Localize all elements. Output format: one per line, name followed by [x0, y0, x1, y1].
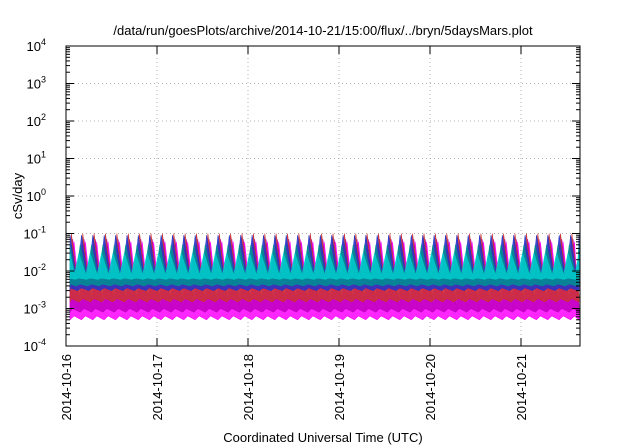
x-tick-label: 2014-10-20 [423, 354, 438, 421]
x-tick-label: 2014-10-17 [150, 354, 165, 421]
y-tick-label: 102 [27, 112, 46, 129]
y-tick-label: 101 [27, 150, 46, 167]
x-tick-label: 2014-10-16 [59, 354, 74, 421]
series-group [69, 233, 580, 321]
y-tick-labels: 104 103 102 101 100 10-1 10-2 10-3 10-4 [24, 37, 46, 354]
plot-border [65, 45, 581, 347]
y-tick-label: 10-1 [24, 225, 46, 242]
y-axis-label: cSv/day [10, 172, 25, 219]
y-tick-label: 103 [27, 75, 46, 92]
x-axis-label: Coordinated Universal Time (UTC) [223, 430, 422, 445]
x-tick-label: 2014-10-18 [241, 354, 256, 421]
y-tick-label: 100 [27, 187, 46, 204]
x-tick-label: 2014-10-19 [332, 354, 347, 421]
y-tick-label: 104 [27, 37, 46, 54]
series-band [69, 253, 580, 280]
y-tick-label: 10-4 [24, 337, 46, 354]
chart-title: /data/run/goesPlots/archive/2014-10-21/1… [113, 23, 533, 38]
y-tick-label: 10-3 [24, 300, 46, 317]
x-tick-label: 2014-10-21 [514, 354, 529, 421]
ticks [65, 45, 580, 347]
x-tick-labels: 2014-10-16 2014-10-17 2014-10-18 2014-10-19… [59, 354, 529, 421]
y-tick-label: 10-2 [24, 262, 46, 279]
